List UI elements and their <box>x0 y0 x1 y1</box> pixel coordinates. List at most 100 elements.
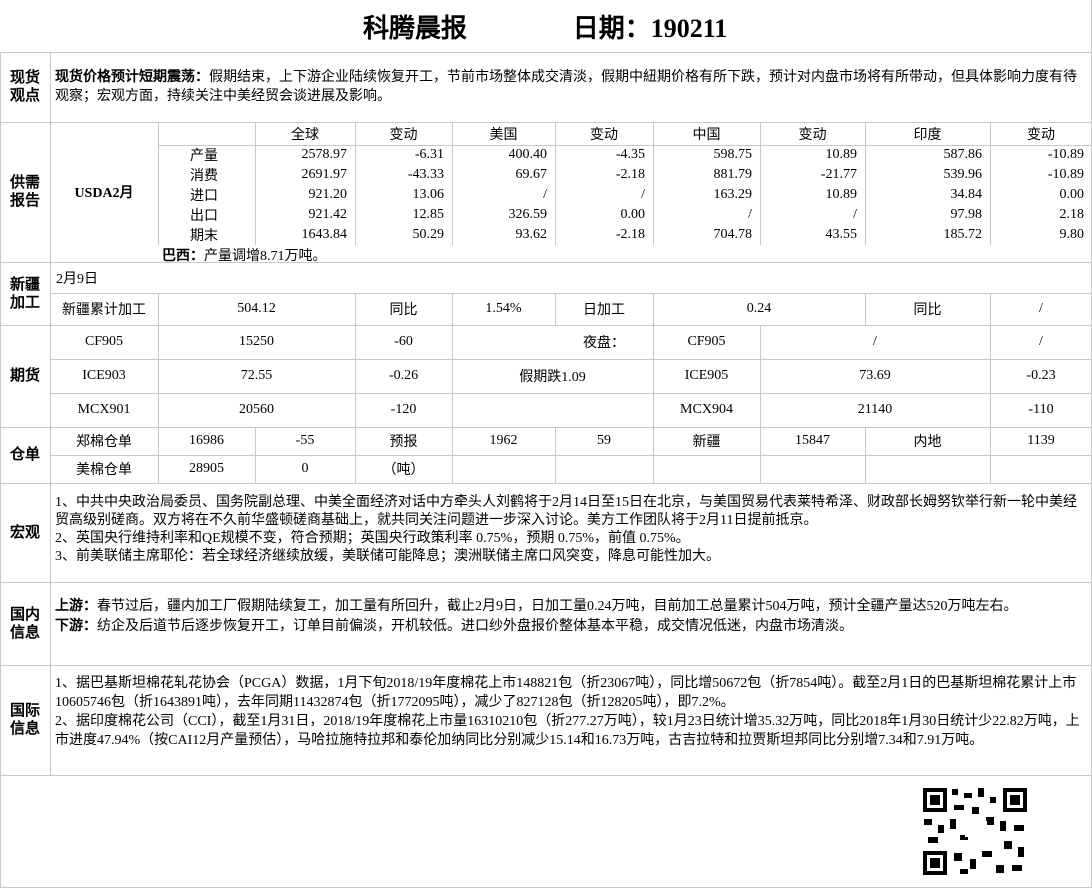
rule <box>158 325 159 427</box>
section-label: 新疆加工 <box>9 276 40 311</box>
cell: -55 <box>295 433 315 448</box>
value-cell: 598.75 <box>713 147 753 162</box>
paragraph: 1、据巴基斯坦棉花轧花协会（PCGA）数据，1月下旬2018/19年度棉花上市1… <box>55 676 1077 710</box>
cell: / <box>1039 301 1043 316</box>
cell: 28905 <box>189 461 224 476</box>
rule <box>555 293 556 325</box>
cell: MCX904 <box>680 402 733 417</box>
value-cell: 9.80 <box>1059 227 1085 242</box>
rule <box>653 122 654 245</box>
value-cell: / <box>543 187 547 202</box>
section-label: 现货观点 <box>9 70 40 104</box>
value-cell: 163.29 <box>713 187 753 202</box>
rule <box>0 665 1092 666</box>
cell: 20560 <box>239 402 274 417</box>
paragraph: 2、据印度棉花公司（CCI），截至1月31日，2018/19年度棉花上市量163… <box>55 714 1080 748</box>
row-label: 产量 <box>190 149 218 164</box>
cell: -0.23 <box>1026 368 1056 383</box>
paragraph: 3、前美联储主席耶伦：若全球经济继续放缓，美联储可能降息；澳洲联储主席口风突变，… <box>55 549 720 564</box>
value-cell: 326.59 <box>508 207 548 222</box>
rule <box>0 52 1092 53</box>
row-label: 进口 <box>190 189 218 204</box>
column-header: 变动 <box>389 128 418 143</box>
rule <box>158 145 1092 146</box>
rule <box>355 325 356 427</box>
date: 2月9日 <box>56 271 98 287</box>
cell: （吨） <box>382 463 425 478</box>
value-cell: 13.06 <box>412 187 445 202</box>
rule <box>452 427 453 483</box>
value-cell: 50.29 <box>412 227 445 242</box>
cell: -0.26 <box>388 368 419 383</box>
rule <box>50 393 1092 394</box>
rule <box>0 325 1092 326</box>
column-header: 美国 <box>489 128 518 143</box>
cell: -110 <box>1028 402 1054 417</box>
row-label: 期末 <box>190 229 218 244</box>
cell: 1962 <box>489 433 518 448</box>
value-cell: -10.89 <box>1047 167 1084 182</box>
cell: 美棉仓单 <box>76 463 132 478</box>
value-cell: 704.78 <box>713 227 753 242</box>
cell: -60 <box>394 334 413 349</box>
cell: 夜盘： <box>583 336 625 351</box>
value-cell: -21.77 <box>820 167 857 182</box>
cell: 预报 <box>389 435 418 450</box>
value-cell: 587.86 <box>943 147 983 162</box>
note: 巴西：产量调增8.71万吨。 <box>162 245 327 265</box>
cell: 72.55 <box>240 368 273 383</box>
rule <box>0 582 1092 583</box>
cell: 1.54% <box>485 301 522 316</box>
value-cell: 921.42 <box>308 207 348 222</box>
column-header: 全球 <box>291 128 319 143</box>
cell: -120 <box>390 402 417 417</box>
cell: ICE903 <box>82 368 126 383</box>
section-label: 仓单 <box>9 447 40 463</box>
rule <box>452 122 453 245</box>
rule <box>0 427 1092 428</box>
rule <box>452 293 453 325</box>
domestic-text: 上游：春节过后，疆内加工厂假期陆续复工，加工量有所回升，截止2月9日，日加工量0… <box>55 597 1083 637</box>
rule <box>865 427 866 483</box>
rule <box>355 293 356 325</box>
cell: MCX901 <box>77 402 131 417</box>
section-label: 国内信息 <box>9 606 40 641</box>
body-text: 纺企及后道节后逐步恢复开工，订单目前偏淡，开机较低。进口纱外盘报价整体基本平稳，… <box>97 619 853 634</box>
section-label: 期货 <box>9 368 40 384</box>
rule <box>865 122 866 245</box>
cell: 0.24 <box>746 301 772 316</box>
rule <box>0 262 1092 263</box>
value-cell: / <box>641 187 645 202</box>
cell: CF905 <box>687 334 726 349</box>
rule <box>555 427 556 483</box>
body-text: 春节过后，疆内加工厂假期陆续复工，加工量有所回升，截止2月9日，日加工量0.24… <box>97 599 1018 614</box>
column-header: 印度 <box>913 128 942 143</box>
body-text: 产量调增8.71万吨。 <box>204 249 327 264</box>
value-cell: 34.84 <box>950 187 983 202</box>
paragraph: 1、中共中央政治局委员、国务院副总理、中美全面经济对话中方牵头人刘鹤将于2月14… <box>55 495 1077 528</box>
paragraph: 上游：春节过后，疆内加工厂假期陆续复工，加工量有所回升，截止2月9日，日加工量0… <box>55 597 1083 617</box>
rule <box>990 122 991 245</box>
row-label: 消费 <box>190 169 218 184</box>
value-cell: 1643.84 <box>301 227 348 242</box>
rule <box>50 455 1092 456</box>
date: 日期：190211 <box>572 13 728 43</box>
cell: 同比 <box>389 303 418 318</box>
column-header: 变动 <box>798 128 827 143</box>
value-cell: 2578.97 <box>301 147 348 162</box>
value-cell: 69.67 <box>515 167 548 182</box>
value-cell: 881.79 <box>713 167 753 182</box>
section-label: 宏观 <box>9 524 40 541</box>
cell: 21140 <box>857 402 893 417</box>
lead: 巴西： <box>162 249 204 264</box>
rule <box>865 293 866 325</box>
spot-view-text: 现货价格预计短期震荡：假期结束，上下游企业陆续恢复开工，节前市场整体成交清淡，假… <box>55 68 1080 106</box>
cell: 同比 <box>913 303 942 318</box>
rule <box>255 427 256 483</box>
value-cell: 0.00 <box>1059 187 1085 202</box>
value-cell: 93.62 <box>515 227 548 242</box>
macro-text: 1、中共中央政治局委员、国务院副总理、中美全面经济对话中方牵头人刘鹤将于2月14… <box>55 494 1085 566</box>
rule <box>50 359 1092 360</box>
column-header: 变动 <box>590 128 618 143</box>
